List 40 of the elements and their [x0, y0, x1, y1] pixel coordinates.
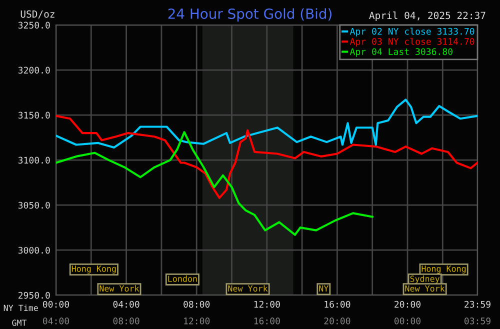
line-series	[56, 131, 374, 236]
x-tick-label: 23:59	[464, 300, 490, 308]
annotation: Hong Kong	[72, 266, 116, 274]
x2-tick-label: 03:59	[464, 318, 490, 324]
x-axis-title: NY Time	[4, 304, 38, 312]
y-tick-label: 3000.0	[18, 246, 50, 254]
x2-tick-label: 12:00	[184, 318, 210, 324]
x-tick-label: 20:00	[394, 300, 420, 308]
legend-label: Apr 04 Last 3036.80	[350, 48, 452, 57]
y-tick-label: 3200.0	[18, 66, 50, 74]
y-tick-label: 3150.0	[18, 112, 50, 119]
y-axis-title: USD/oz	[20, 10, 54, 18]
y-tick-label: 3100.0	[18, 156, 50, 164]
annotation: New York	[405, 285, 445, 292]
line-series	[56, 98, 478, 148]
x2-tick-label: 20:00	[324, 318, 350, 324]
y-tick-label: 3250.0	[18, 22, 50, 29]
annotation: Hong Kong	[422, 266, 466, 274]
x2-tick-label: 16:00	[254, 318, 280, 324]
x2-tick-label: 00:00	[394, 318, 420, 324]
x-tick-label: 12:00	[254, 300, 280, 308]
annotation: London	[168, 275, 197, 282]
annotation: NY	[319, 285, 329, 292]
legend-label: Apr 02 NY close 3133.70	[350, 28, 474, 36]
annotation: Sydney	[410, 275, 440, 284]
x-tick-label: 04:00	[113, 300, 140, 308]
y-tick-label: 3050.0	[18, 202, 50, 209]
x2-tick-label: 08:00	[113, 318, 140, 324]
annotation: New York	[100, 285, 140, 292]
legend-label: Apr 03 NY close 3114.70	[350, 38, 474, 47]
annotation: New York	[228, 285, 268, 292]
x2-tick-label: 04:00	[43, 318, 70, 324]
x2-axis-title: GMT	[12, 320, 27, 326]
x-tick-label: 08:00	[184, 300, 210, 308]
y-tick-label: 2950.0	[18, 292, 50, 299]
chart-title: 24 Hour Spot Gold (Bid)	[168, 8, 332, 22]
chart-subtitle: April 04, 2025 22:37	[369, 12, 486, 21]
x-tick-label: 16:00	[324, 300, 350, 308]
x-tick-label: 00:00	[43, 300, 70, 308]
line-series	[56, 114, 478, 199]
